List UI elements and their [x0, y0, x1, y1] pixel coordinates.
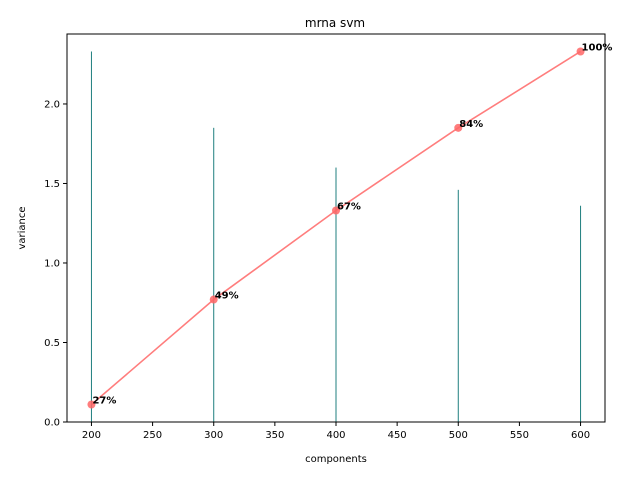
x-axis-label: components	[305, 454, 367, 465]
chart-title: mrna svm	[305, 16, 365, 30]
data-label: 67%	[337, 202, 361, 213]
y-tick-label: 0.5	[44, 338, 60, 349]
y-tick-label: 2.0	[44, 99, 60, 110]
x-tick-label: 450	[388, 430, 407, 441]
bar	[457, 189, 459, 422]
x-tick-label: 200	[82, 430, 101, 441]
y-axis: 0.0 0.5 1.0 1.5 2.0	[44, 99, 67, 429]
y-tick-label: 1.0	[44, 258, 60, 269]
bar	[580, 205, 582, 422]
bars-layer	[90, 51, 582, 423]
data-label: 49%	[215, 291, 239, 302]
y-tick-label: 0.0	[44, 418, 60, 429]
data-point	[332, 206, 340, 215]
data-point	[87, 400, 96, 409]
x-axis: 200 250 300 350 400 450 500 550 600	[82, 422, 590, 441]
x-tick-label: 350	[265, 430, 284, 441]
data-point	[209, 295, 218, 304]
line-layer: 27% 49% 67% 84% 100%	[87, 42, 613, 409]
x-tick-label: 550	[510, 430, 529, 441]
bar	[213, 127, 215, 422]
y-axis-label: variance	[17, 206, 28, 249]
data-label: 27%	[92, 396, 116, 407]
x-tick-label: 600	[571, 430, 590, 441]
x-tick-label: 250	[143, 430, 162, 441]
bar	[90, 51, 92, 423]
x-tick-label: 400	[326, 430, 345, 441]
bar	[335, 167, 337, 422]
data-label: 100%	[582, 42, 613, 53]
data-point	[454, 123, 463, 132]
data-label: 84%	[459, 119, 483, 130]
x-tick-label: 300	[204, 430, 223, 441]
y-tick-label: 1.5	[44, 179, 60, 190]
data-point	[576, 47, 585, 56]
x-tick-label: 500	[449, 430, 468, 441]
